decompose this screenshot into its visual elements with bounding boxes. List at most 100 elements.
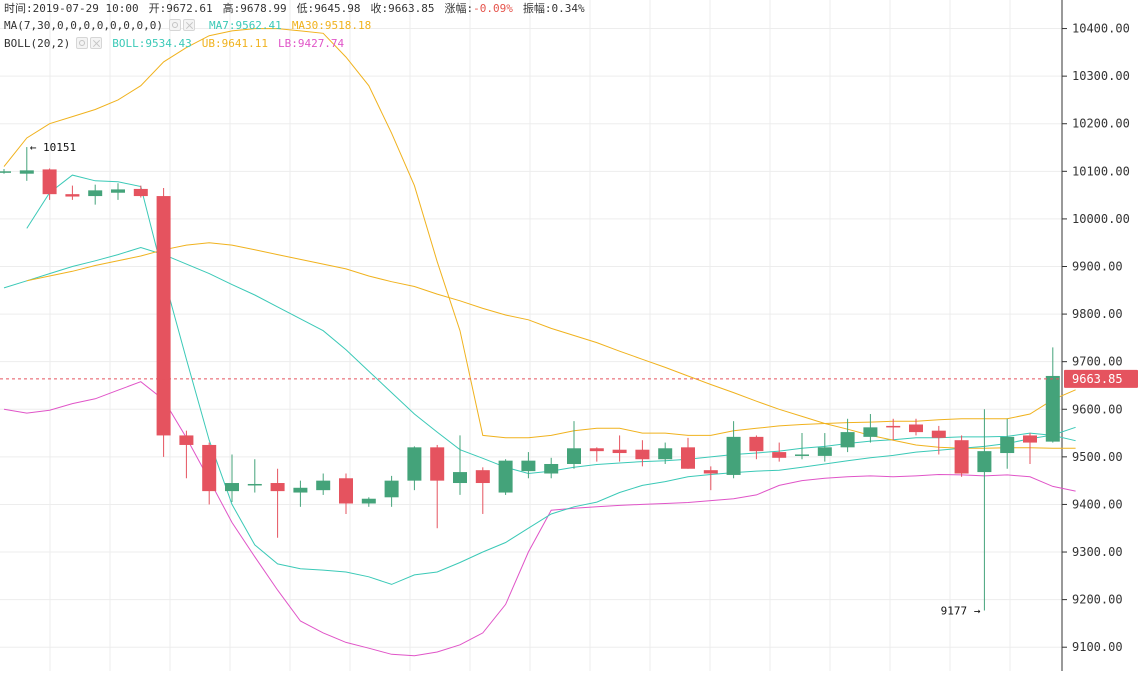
ma30-value: MA30:9518.18 xyxy=(291,19,372,32)
ohlc-field-label: 开: xyxy=(148,2,167,15)
boll-ub-value: UB:9641.11 xyxy=(201,37,268,50)
ohlc-field: 时间:2019-07-29 10:00 xyxy=(4,2,139,15)
ohlc-field-value: 9678.99 xyxy=(240,2,287,15)
ohlc-field-label: 涨幅: xyxy=(444,2,474,15)
candle-body-up xyxy=(567,448,581,464)
candle-body-up xyxy=(316,480,331,491)
y-axis-tick-label: 9400.00 xyxy=(1072,497,1123,511)
ma-close-icon[interactable] xyxy=(182,19,195,31)
candle-body-up xyxy=(544,463,559,474)
high-price-annotation: ← 10151 xyxy=(30,141,76,154)
ohlc-field-value: 9663.85 xyxy=(388,2,435,15)
last-price-badge xyxy=(1064,369,1138,388)
candle-body-down xyxy=(179,435,194,445)
last-price-label: 9663.85 xyxy=(1072,372,1123,386)
candle-body-up xyxy=(384,480,399,498)
candle-body-down xyxy=(635,449,650,460)
candle-body-up xyxy=(293,487,308,493)
candle-body-up xyxy=(817,447,832,456)
candle-body-up xyxy=(111,189,125,193)
candle-body-up xyxy=(225,483,239,492)
candle-body-down xyxy=(270,483,285,492)
low-price-annotation: 9177 → xyxy=(941,605,981,618)
boll-lower-band-line xyxy=(3,381,1076,657)
ohlc-field-label: 低: xyxy=(296,2,315,15)
candle-body-down xyxy=(202,444,217,492)
ma7-line xyxy=(26,174,1076,585)
ma7-value: MA7:9562.41 xyxy=(208,19,282,32)
candle-body-up xyxy=(0,171,11,173)
ma30-line xyxy=(26,242,1076,449)
candle-body-up xyxy=(795,454,809,456)
ohlc-field-value: 0.34% xyxy=(551,2,585,15)
boll-upper-band-line xyxy=(3,28,1076,439)
y-axis-tick-label: 9700.00 xyxy=(1072,355,1123,369)
candle-body-up xyxy=(658,448,673,460)
candle-body-down xyxy=(954,440,969,474)
candle-body-up xyxy=(453,472,467,484)
candle-body-down xyxy=(749,436,764,452)
candle-body-up xyxy=(247,483,262,486)
candle-body-up xyxy=(840,432,855,448)
ohlc-field: 收:9663.85 xyxy=(371,2,435,15)
ohlc-field: 高:9678.99 xyxy=(223,2,287,15)
candle-body-down xyxy=(703,470,718,474)
ma-params-label: MA(7,30,0,0,0,0,0,0,0,0) xyxy=(4,19,163,32)
ohlc-field-label: 振幅: xyxy=(522,2,552,15)
candle-body-down xyxy=(339,478,353,504)
y-axis-tick-label: 9600.00 xyxy=(1072,402,1123,416)
candle-body-down xyxy=(156,196,171,436)
ohlc-field: 低:9645.98 xyxy=(297,2,361,15)
boll-mid-value: BOLL:9534.43 xyxy=(112,37,192,50)
ohlc-field-value: 9645.98 xyxy=(314,2,361,15)
ma-legend: MA(7,30,0,0,0,0,0,0,0,0) MA7:9562.41 MA30:… xyxy=(4,19,381,33)
y-axis-tick-label: 10300.00 xyxy=(1072,69,1130,83)
candle-body-down xyxy=(1023,435,1037,443)
boll-legend: BOLL(20,2) BOLL:9534.43 UB:9641.11 LB:9427.… xyxy=(4,37,354,51)
boll-middle-line xyxy=(3,246,1076,475)
y-axis-tick-label: 9800.00 xyxy=(1072,307,1123,321)
y-axis-tick-label: 9100.00 xyxy=(1072,640,1123,654)
candle-body-down xyxy=(931,430,946,438)
ohlc-field: 开:9672.61 xyxy=(149,2,213,15)
y-axis-tick-label: 10100.00 xyxy=(1072,164,1130,178)
y-axis-tick-label: 10200.00 xyxy=(1072,117,1130,131)
ohlc-field-label: 高: xyxy=(222,2,241,15)
y-axis-tick-label: 10000.00 xyxy=(1072,212,1130,226)
ohlc-field-label: 收: xyxy=(370,2,389,15)
ohlc-legend: 时间:2019-07-29 10:00 开:9672.61 高:9678.99 低:9… xyxy=(4,2,595,16)
y-axis-tick-label: 10400.00 xyxy=(1072,22,1130,36)
candle-body-down xyxy=(133,188,148,197)
candle-body-down xyxy=(772,452,787,458)
ohlc-field-value: -0.09% xyxy=(473,2,513,15)
candle-body-up xyxy=(407,447,422,481)
candle-body-down xyxy=(909,424,923,433)
y-axis-tick-label: 9500.00 xyxy=(1072,450,1123,464)
candle-body-up xyxy=(88,190,103,197)
candle-body-down xyxy=(42,169,57,195)
boll-lb-value: LB:9427.74 xyxy=(277,37,345,50)
candle-body-up xyxy=(1000,436,1015,454)
boll-settings-icon[interactable] xyxy=(76,37,89,49)
candle-body-up xyxy=(726,436,741,475)
candle-body-down xyxy=(589,448,604,452)
ma-settings-icon[interactable] xyxy=(168,19,181,31)
ohlc-field-value: 2019-07-29 10:00 xyxy=(32,2,139,15)
ohlc-field-value: 9672.61 xyxy=(166,2,213,15)
candle-body-down xyxy=(430,447,445,481)
boll-close-icon[interactable] xyxy=(90,37,103,49)
candle-body-up xyxy=(361,498,376,504)
candle-body-up xyxy=(1045,375,1060,442)
y-axis-tick-label: 9300.00 xyxy=(1072,545,1123,559)
candle-body-up xyxy=(863,427,878,437)
candle-body-down xyxy=(475,470,490,484)
candle-body-down xyxy=(612,449,627,454)
candle-body-down xyxy=(65,194,80,197)
candle-body-up xyxy=(498,460,513,493)
ohlc-field: 振幅:0.34% xyxy=(523,2,585,15)
ohlc-field-label: 时间: xyxy=(4,2,33,15)
candle-body-down xyxy=(886,425,901,428)
y-axis-tick-label: 9900.00 xyxy=(1072,259,1123,273)
